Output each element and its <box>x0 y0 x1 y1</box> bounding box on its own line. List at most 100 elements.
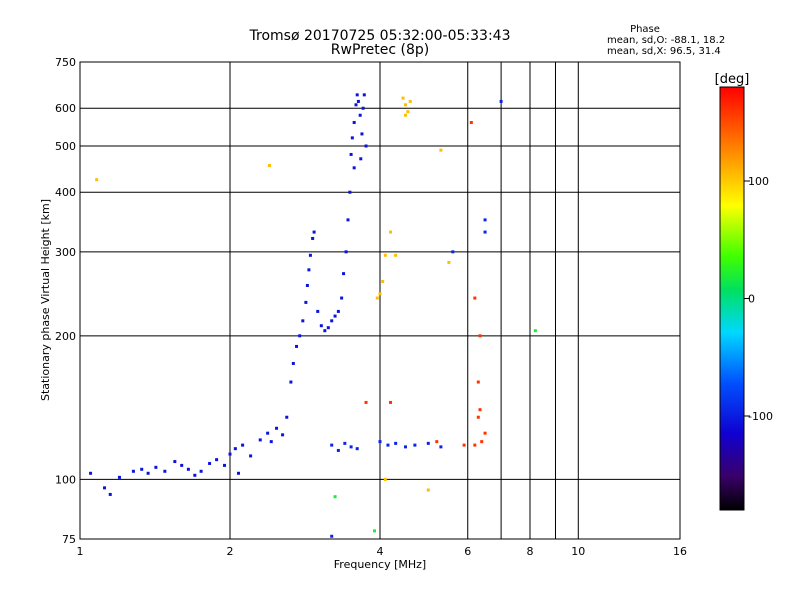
data-point <box>117 475 121 479</box>
data-point <box>186 467 190 471</box>
data-point <box>426 441 430 445</box>
colorbar <box>719 86 745 511</box>
x-tick-label: 6 <box>464 545 471 558</box>
data-point <box>330 319 334 323</box>
data-point <box>343 441 347 445</box>
chart-subtitle: RwPretec (8p) <box>331 42 429 58</box>
y-tick-label: 75 <box>62 533 76 546</box>
data-point <box>333 495 337 499</box>
stats-x-line: mean, sd,X: 96.5, 31.4 <box>607 46 721 57</box>
data-point <box>362 93 366 97</box>
data-point <box>483 230 487 234</box>
data-point <box>180 463 184 467</box>
data-point <box>103 486 107 490</box>
data-point <box>330 443 334 447</box>
data-point <box>394 441 398 445</box>
data-point <box>330 534 334 538</box>
data-point <box>269 440 273 444</box>
x-axis-label: Frequency [MHz] <box>334 558 426 571</box>
data-point <box>381 279 385 283</box>
data-point <box>281 433 285 437</box>
data-point <box>108 492 112 496</box>
data-point <box>478 408 482 412</box>
data-point <box>193 473 197 477</box>
data-point <box>289 380 293 384</box>
data-point <box>275 426 279 430</box>
data-point <box>285 415 289 419</box>
chart-title: Tromsø 20170725 05:32:00-05:33:43 <box>249 28 511 44</box>
data-point <box>403 113 407 117</box>
gridlines <box>80 62 680 539</box>
series-scattered-phase-points <box>364 121 487 447</box>
series-low-frequency-trace <box>89 93 368 496</box>
data-point <box>344 250 348 254</box>
data-point <box>476 415 480 419</box>
data-point <box>483 431 487 435</box>
stats-o-line: mean, sd,O: -88.1, 18.2 <box>607 35 725 46</box>
data-point <box>349 152 353 156</box>
data-point <box>478 334 482 338</box>
data-point <box>378 440 382 444</box>
colorbar-tick-label: 100 <box>748 175 769 188</box>
data-point <box>499 99 503 103</box>
data-point <box>451 250 455 254</box>
data-point <box>249 454 253 458</box>
data-point <box>389 230 393 234</box>
data-point <box>469 121 473 125</box>
data-point <box>406 110 410 114</box>
data-point <box>462 443 466 447</box>
data-point <box>228 452 232 456</box>
colorbar-label: [deg] <box>715 72 750 87</box>
data-point <box>473 296 477 300</box>
data-point <box>223 463 227 467</box>
data-point <box>295 344 299 348</box>
data-point <box>483 218 487 222</box>
data-point <box>236 471 240 475</box>
data-point <box>316 309 320 313</box>
data-point <box>349 445 353 449</box>
stats-title: Phase <box>630 24 660 35</box>
data-point <box>131 469 135 473</box>
data-point <box>140 467 144 471</box>
x-tick-label: 16 <box>673 545 687 558</box>
colorbar-tick-label: 0 <box>748 293 755 306</box>
data-point <box>480 440 484 444</box>
data-point <box>435 440 439 444</box>
data-point <box>389 400 393 404</box>
series-green-outliers <box>333 329 537 533</box>
data-point <box>163 469 167 473</box>
data-point <box>439 148 443 152</box>
data-point <box>354 103 358 107</box>
y-tick-label: 750 <box>55 56 76 69</box>
data-point <box>359 157 363 161</box>
data-point <box>154 465 158 469</box>
x-tick-label: 1 <box>77 545 84 558</box>
data-point <box>319 324 323 328</box>
data-point <box>394 253 398 257</box>
y-tick-label: 400 <box>55 186 76 199</box>
data-point <box>364 144 368 148</box>
data-point <box>348 190 352 194</box>
data-point <box>241 443 245 447</box>
data-point <box>95 178 99 182</box>
data-point <box>89 471 93 475</box>
data-point <box>311 236 315 240</box>
data-point <box>439 445 443 449</box>
data-point <box>401 96 405 100</box>
data-point <box>340 296 344 300</box>
data-point <box>298 334 302 338</box>
data-point <box>360 132 364 136</box>
y-tick-label: 200 <box>55 330 76 343</box>
data-point <box>426 488 430 492</box>
data-point <box>361 106 365 110</box>
data-point <box>301 319 305 323</box>
y-tick-label: 600 <box>55 102 76 115</box>
data-point <box>383 477 387 481</box>
data-point <box>333 314 337 318</box>
data-point <box>208 461 212 465</box>
data-point <box>533 329 537 333</box>
colorbar-ticks: 100 0 -100 <box>744 175 773 423</box>
x-tick-label: 2 <box>227 545 234 558</box>
series-high-frequency-scatter <box>330 99 503 538</box>
